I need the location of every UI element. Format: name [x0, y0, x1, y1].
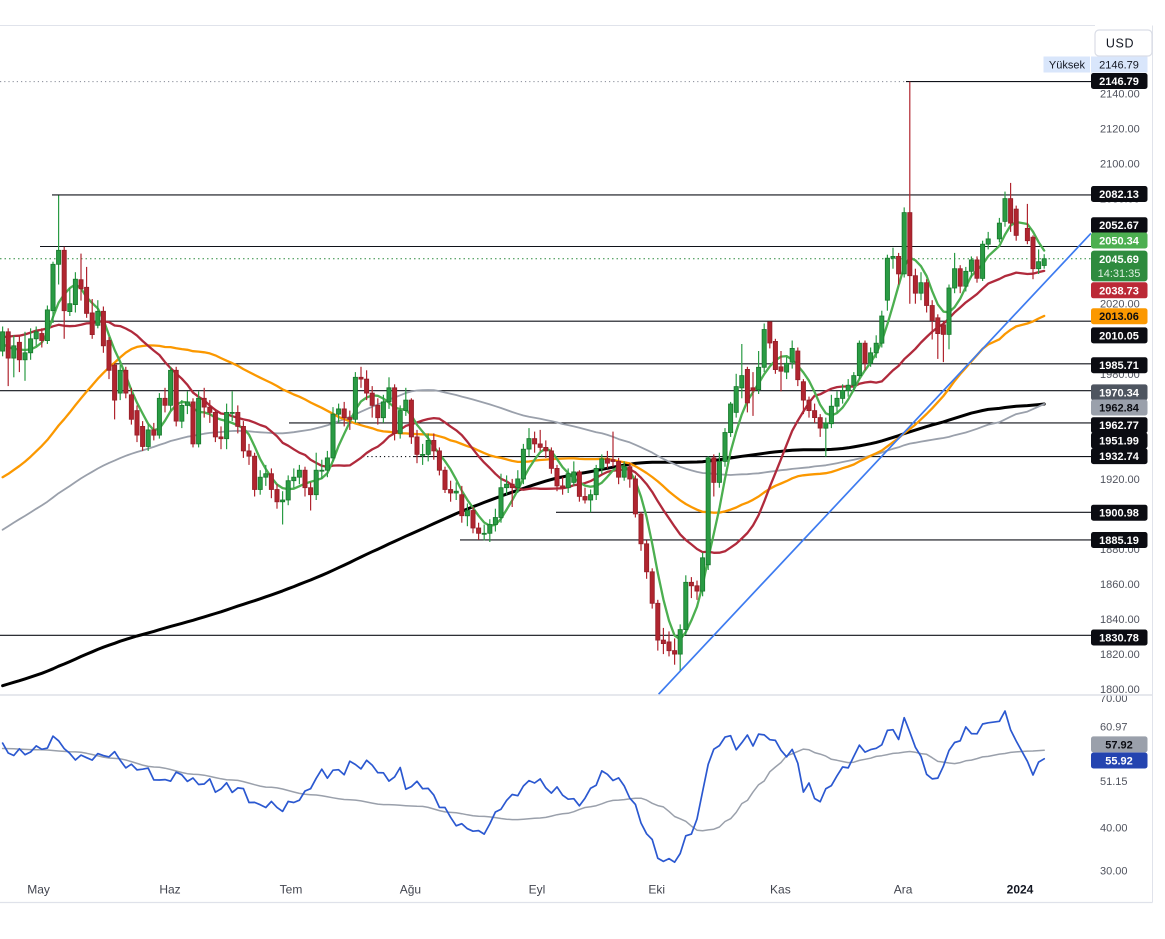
svg-text:30.00: 30.00: [1100, 866, 1128, 878]
svg-text:2052.67: 2052.67: [1099, 220, 1139, 232]
svg-text:2100.00: 2100.00: [1100, 159, 1140, 171]
svg-text:1932.74: 1932.74: [1099, 451, 1140, 463]
svg-text:1860.00: 1860.00: [1100, 579, 1140, 591]
svg-text:2140.00: 2140.00: [1100, 89, 1140, 101]
svg-text:40.00: 40.00: [1100, 823, 1128, 835]
svg-text:70.00: 70.00: [1100, 693, 1128, 705]
svg-text:Haz: Haz: [159, 883, 180, 897]
svg-text:1800.00: 1800.00: [1100, 684, 1140, 696]
svg-text:1970.34: 1970.34: [1099, 387, 1140, 399]
svg-text:1830.78: 1830.78: [1099, 633, 1139, 645]
svg-text:1951.99: 1951.99: [1099, 436, 1139, 448]
svg-text:Eki: Eki: [648, 883, 665, 897]
svg-text:51.15: 51.15: [1100, 776, 1128, 788]
svg-text:2020.00: 2020.00: [1100, 299, 1140, 311]
svg-text:2010.05: 2010.05: [1099, 330, 1139, 342]
svg-text:Ağu: Ağu: [400, 883, 421, 897]
svg-text:May: May: [27, 883, 50, 897]
svg-text:1962.77: 1962.77: [1099, 420, 1139, 432]
svg-text:2050.34: 2050.34: [1099, 236, 1140, 248]
svg-text:2082.13: 2082.13: [1099, 189, 1139, 201]
svg-text:1962.84: 1962.84: [1099, 403, 1140, 415]
svg-text:2045.69: 2045.69: [1099, 254, 1139, 266]
svg-text:60.97: 60.97: [1100, 722, 1128, 734]
svg-text:1985.71: 1985.71: [1099, 360, 1139, 372]
svg-text:2038.73: 2038.73: [1099, 285, 1139, 297]
svg-text:2146.79: 2146.79: [1099, 76, 1139, 88]
svg-text:Eyl: Eyl: [529, 883, 546, 897]
svg-text:14:31:35: 14:31:35: [1098, 268, 1141, 280]
svg-text:1900.98: 1900.98: [1099, 508, 1139, 520]
svg-text:Ara: Ara: [894, 883, 913, 897]
svg-text:2024: 2024: [1007, 883, 1034, 897]
svg-text:2013.06: 2013.06: [1099, 311, 1139, 323]
svg-text:1820.00: 1820.00: [1100, 649, 1140, 661]
svg-text:2146.79: 2146.79: [1099, 60, 1139, 72]
svg-text:1840.00: 1840.00: [1100, 614, 1140, 626]
svg-text:55.92: 55.92: [1105, 756, 1133, 768]
svg-text:1920.00: 1920.00: [1100, 474, 1140, 486]
svg-text:2120.00: 2120.00: [1100, 124, 1140, 136]
svg-text:57.92: 57.92: [1105, 739, 1133, 751]
svg-text:Yüksek: Yüksek: [1049, 60, 1086, 72]
svg-text:Kas: Kas: [770, 883, 791, 897]
svg-text:1885.19: 1885.19: [1099, 535, 1139, 547]
svg-text:Tem: Tem: [280, 883, 303, 897]
svg-text:USD: USD: [1106, 37, 1134, 51]
